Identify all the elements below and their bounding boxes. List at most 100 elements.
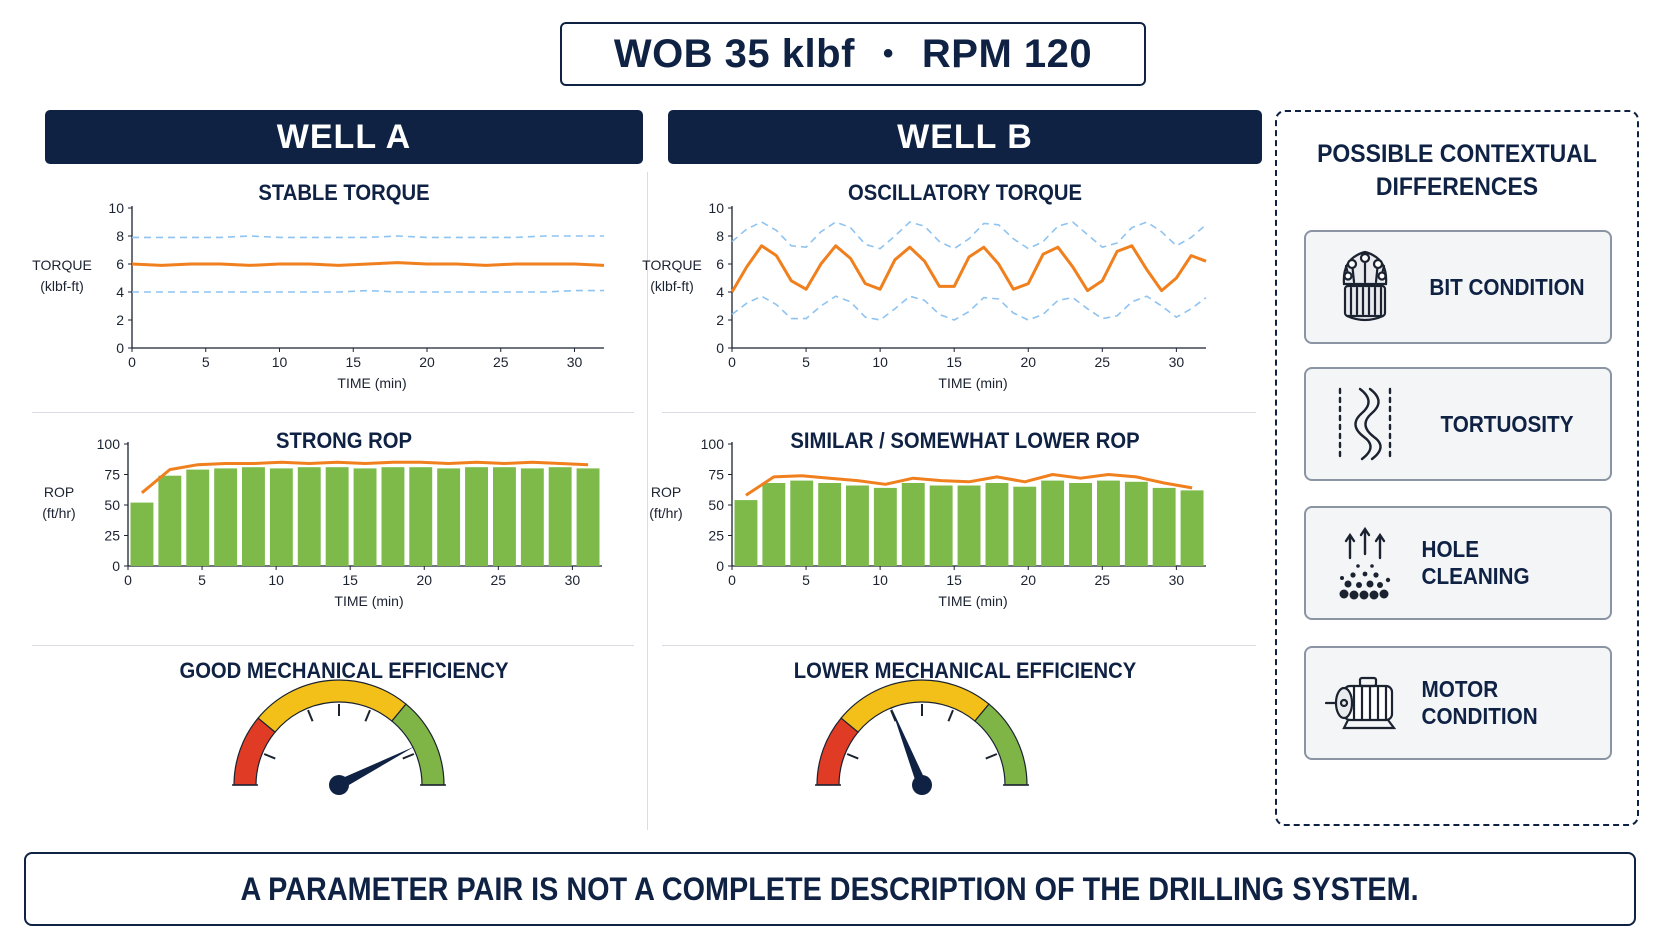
x-tick-label: 20 [416,572,432,588]
row-divider [662,645,1256,646]
y-tick-label: 10 [708,200,724,216]
x-tick-label: 20 [419,354,435,370]
y-axis-label: ROP [44,484,74,500]
y-tick-label: 2 [716,312,724,328]
y-tick-label: 75 [708,467,724,483]
x-tick-label: 15 [345,354,361,370]
y-tick-label: 8 [716,228,724,244]
y-tick-label: 6 [716,256,724,272]
rop-bar [846,485,869,566]
x-tick-label: 10 [272,354,288,370]
rop-bar [409,467,433,566]
y-tick-label: 10 [108,200,124,216]
x-tick-label: 25 [1095,572,1111,588]
y-tick-label: 8 [116,228,124,244]
x-axis-label: TIME (min) [938,375,1007,391]
x-tick-label: 30 [565,572,581,588]
y-axis-unit: (klbf-ft) [40,278,84,294]
rpm-label: RPM 120 [921,31,1093,76]
well-a-banner: WELL A [45,110,643,164]
rop-bar [493,467,516,566]
rop-bar [985,483,1009,566]
gauge-hub [329,775,349,795]
x-tick-label: 30 [567,354,583,370]
rop-bar [1069,483,1092,566]
y-tick-label: 4 [116,284,124,300]
side-panel-title-line1: POSSIBLE CONTEXTUAL [1317,140,1597,168]
gauge-band-low [816,717,859,786]
well-b-torque-title: OSCILLATORY TORQUE [848,180,1082,205]
rop-bar [1124,481,1148,566]
operating-parameters-header: WOB 35 klbf • RPM 120 [560,22,1146,86]
factor-label: HOLE CLEANING [1421,536,1530,589]
rop-bar [437,468,461,566]
gauge-needle [890,705,927,787]
rop-bar [818,483,842,566]
x-tick-label: 5 [198,572,206,588]
side-panel-title: POSSIBLE CONTEXTUAL DIFFERENCES [1290,138,1625,204]
factor-card-motor-condition: MOTOR CONDITION [1304,646,1612,760]
torque-series-line [131,261,605,267]
torque-series-line [730,244,1207,293]
rop-bar [734,500,758,566]
rop-bar [1180,490,1204,566]
gauge-hub [912,775,932,795]
rop-bar [901,483,925,566]
x-tick-label: 20 [1020,572,1036,588]
row-divider [32,412,634,413]
gauge-tick [985,753,998,760]
x-tick-label: 30 [1169,572,1185,588]
well-a-rop-title: STRONG ROP [275,428,413,453]
contextual-differences-panel [1275,110,1639,826]
rop-bar [762,483,786,566]
y-axis-unit: (ft/hr) [649,505,682,521]
x-axis-label: TIME (min) [938,593,1007,609]
y-tick-label: 4 [716,284,724,300]
x-tick-label: 25 [491,572,507,588]
rop-bar [158,475,182,566]
y-tick-label: 50 [708,497,724,513]
gauge-band-high [974,703,1028,786]
y-axis-unit: (ft/hr) [42,505,75,521]
y-tick-label: 0 [716,340,724,356]
wob-label: WOB 35 klbf [613,31,855,76]
x-tick-label: 0 [124,572,132,588]
factor-card-tortuosity: TORTUOSITY [1304,367,1612,481]
gauge-tick [947,709,954,722]
x-tick-label: 0 [128,354,136,370]
rop-bar [297,467,321,566]
y-tick-label: 2 [116,312,124,328]
column-divider [647,172,648,830]
y-tick-label: 0 [716,558,724,574]
rop-bar [186,469,210,566]
y-axis-unit: (klbf-ft) [650,278,694,294]
wavy-wellbore-icon [1338,387,1392,461]
rop-bar [353,468,377,566]
gauge-tick [307,709,314,722]
x-tick-label: 5 [802,572,810,588]
x-tick-label: 30 [1169,354,1185,370]
gauge-tick [263,753,276,760]
y-axis-label: ROP [651,484,681,500]
separator: • [882,37,894,70]
gauge-tick [364,709,371,722]
gauge-tick [890,709,897,722]
rop-bar [790,480,814,566]
y-axis-label: TORQUE [642,257,702,273]
x-tick-label: 0 [728,354,736,370]
x-tick-label: 5 [202,354,210,370]
rop-bar [1152,487,1176,566]
x-axis-label: TIME (min) [334,593,403,609]
rop-bar [269,468,293,566]
y-tick-label: 50 [104,497,120,513]
rop-bar [325,467,349,566]
well-a-torque-title: STABLE TORQUE [258,180,430,205]
factor-label: BIT CONDITION [1429,273,1585,300]
torque-envelope-line [132,289,604,293]
x-tick-label: 25 [493,354,509,370]
